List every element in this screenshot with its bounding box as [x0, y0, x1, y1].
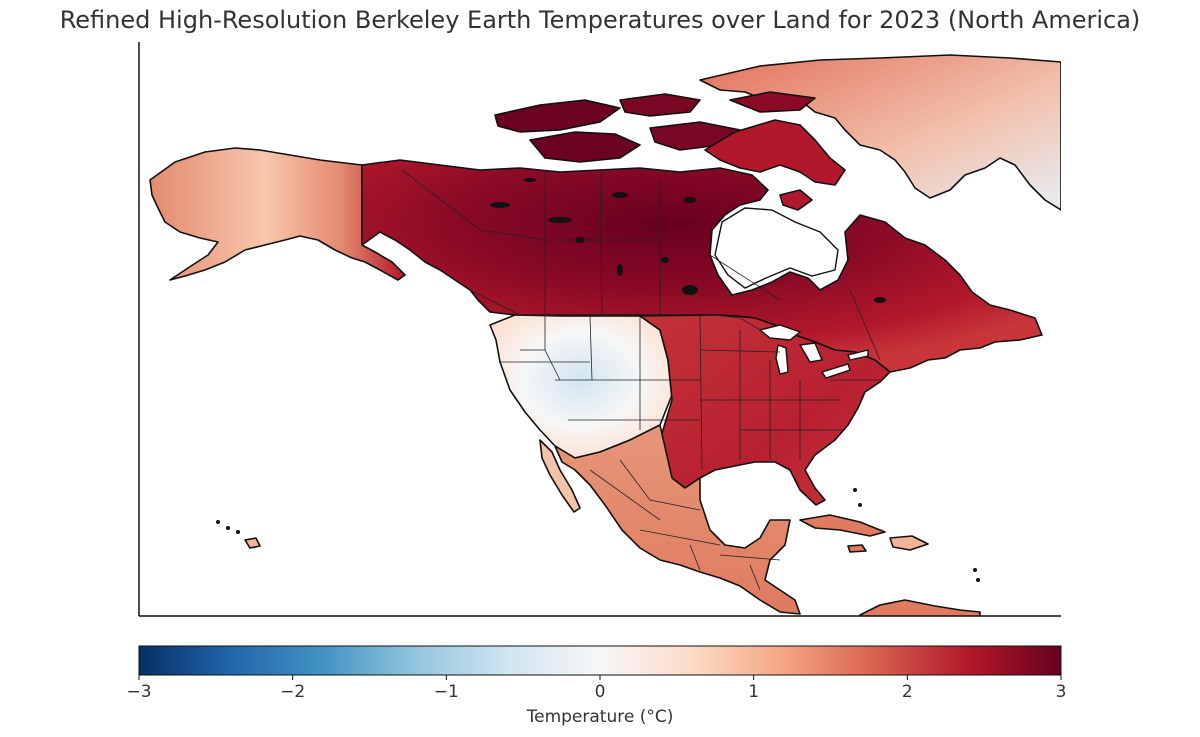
south-america-land: [859, 599, 981, 616]
cuba-island: [799, 514, 886, 537]
mexico-land: [554, 424, 801, 615]
colorbar-label: Temperature (°C): [526, 707, 674, 727]
great-lakes: [820, 363, 851, 379]
southampton-island: [779, 189, 813, 211]
hawaii-island: [226, 526, 230, 530]
colorbar-tick-label: −3: [126, 682, 151, 702]
arctic-island: [494, 99, 621, 133]
arctic-island: [619, 93, 701, 117]
canadian-lakes: [490, 178, 886, 303]
arctic-island: [529, 131, 641, 163]
hawaii-island: [216, 520, 220, 524]
hudson-bay: [714, 207, 839, 289]
great-lakes: [847, 349, 869, 361]
alaska-land: [149, 147, 406, 281]
colorbar-ticks: −3 −2 −1 0 1 2 3: [126, 675, 1066, 702]
political-borders: [361, 165, 881, 591]
great-lakes: [798, 342, 823, 363]
jamaica-island: [847, 544, 867, 553]
hispaniola-island: [889, 535, 929, 551]
great-lakes: [758, 324, 802, 341]
colorbar-tick-label: 1: [748, 682, 759, 702]
colorbar-tick-label: 2: [902, 682, 913, 702]
chart-title: Refined High-Resolution Berkeley Earth T…: [59, 6, 1141, 34]
colorbar-tick-label: −1: [434, 682, 459, 702]
baffin-island: [704, 119, 846, 186]
colorbar-tick-label: −2: [280, 682, 305, 702]
baja-california: [539, 439, 581, 513]
colorbar-tick-label: 3: [1056, 682, 1067, 702]
hawaii-island: [236, 530, 240, 534]
coastline-islands: [853, 488, 980, 582]
hawaii-island: [244, 537, 261, 549]
colorbar: [138, 645, 1062, 676]
arctic-island: [729, 91, 816, 113]
colorbar-tick-label: 0: [595, 682, 606, 702]
